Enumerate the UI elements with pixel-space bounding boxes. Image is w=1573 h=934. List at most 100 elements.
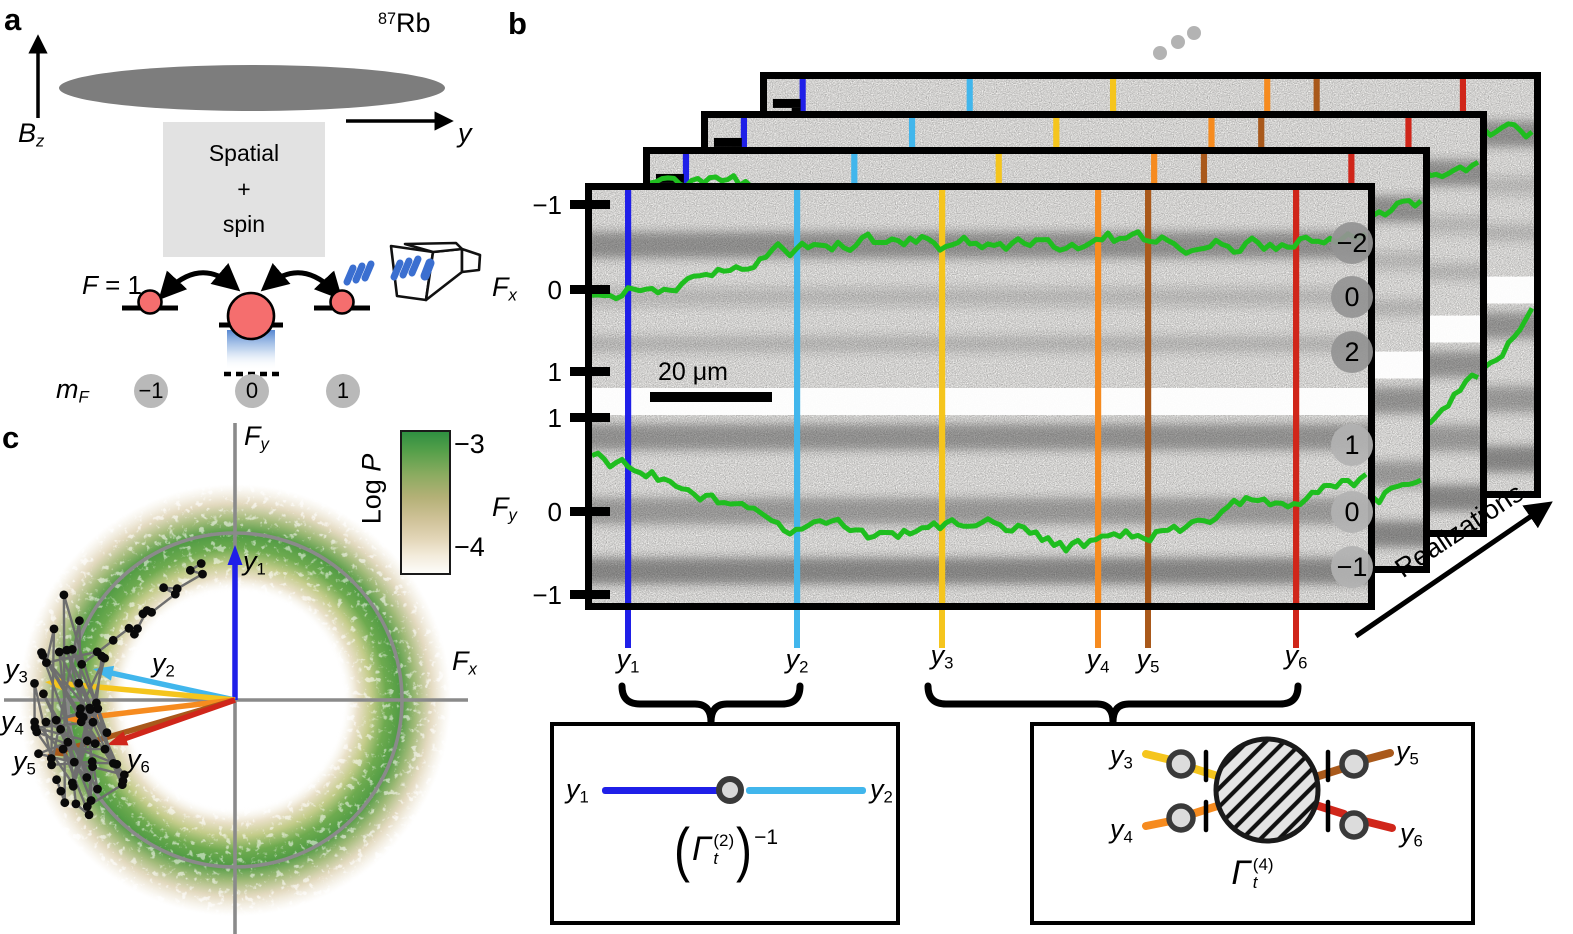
walk-point [37, 648, 46, 657]
colorbar-tick-label-bottom: −4 [454, 532, 485, 562]
spin-profile-trace [592, 450, 1368, 554]
brace-four-point [924, 682, 1302, 723]
walk-point [159, 583, 169, 593]
four-point-blob [1213, 736, 1321, 844]
walk-point [56, 724, 65, 734]
isotope-label: 87Rb [378, 8, 431, 39]
random-walk [30, 559, 207, 820]
mf-badge-plus1: 1 [326, 374, 360, 408]
walk-point [109, 759, 118, 768]
walk-point [54, 647, 64, 657]
ellipsis-dot [1153, 46, 1167, 60]
cut-line-y4 [1095, 190, 1102, 603]
four-point-label-y5: y5 [1396, 736, 1419, 769]
walk-point [88, 717, 98, 727]
walk-point [102, 728, 112, 737]
external-leg-vertex-y5 [1339, 749, 1369, 779]
readout-arrow-y4 [76, 697, 236, 722]
four-point-diagram [1142, 736, 1396, 844]
cut-label-y4: y4 [1086, 644, 1110, 677]
walk-point [142, 606, 152, 615]
walk-point [108, 635, 118, 645]
cut-line-y6 [1293, 190, 1300, 603]
four-point-formula: Γ (4) t [1231, 854, 1274, 892]
walk-point [82, 773, 92, 782]
fy-component-badge: 0 [1331, 491, 1373, 533]
fx-ticklabel: −1 [532, 190, 562, 220]
walk-point [85, 703, 94, 713]
walk-point [198, 569, 207, 579]
fy-ticklabel: −1 [532, 580, 562, 610]
y-axis-label: y [458, 118, 472, 148]
four-point-label-y4: y4 [1110, 814, 1133, 847]
walk-point [34, 749, 43, 759]
walk-point [51, 715, 61, 725]
colorbar [400, 430, 451, 575]
brace-two-point [618, 682, 804, 723]
readout-arrow-y6 [117, 697, 236, 744]
cut-line-y3 [939, 190, 946, 603]
walk-point [60, 798, 70, 808]
walk-point [46, 754, 56, 763]
four-point-label-y6: y6 [1400, 818, 1423, 851]
panel-a-label: a [4, 2, 22, 37]
mf-axis-label: mF [56, 374, 89, 407]
walk-point [62, 645, 72, 655]
four-point-box: y3 y4 y5 y6 Γ (4) t [1030, 722, 1475, 925]
spin-exchange-arrow-right [260, 263, 343, 301]
walk-point [52, 775, 61, 785]
c-label-y3: y3 [5, 654, 28, 687]
panel-c-plot [4, 423, 468, 934]
walk-point [75, 616, 84, 626]
cut-label-y5: y5 [1136, 644, 1160, 677]
walk-point [42, 658, 51, 667]
isotope-mass: 87 [378, 9, 397, 28]
walk-point [74, 678, 84, 688]
walk-point [93, 784, 102, 794]
cut-stub-y2 [794, 610, 800, 648]
scalebar-label: 20 μm [658, 358, 728, 386]
fy-component-badge: −1 [1331, 546, 1373, 588]
f-equals-1-label: F = 1 [82, 270, 142, 300]
fy-tick-1 [570, 413, 610, 422]
walk-point [71, 799, 81, 809]
walk-point [92, 698, 101, 708]
walk-point [77, 659, 87, 669]
c-fx-axis-label: Fx [452, 646, 477, 679]
four-point-label-y3: y3 [1110, 740, 1133, 773]
readout-arrowhead-y6 [107, 731, 129, 746]
walk-point [41, 717, 51, 727]
cut-label-y1: y1 [616, 644, 640, 677]
two-point-label-y1: y1 [566, 774, 589, 807]
c-label-y1: y1 [243, 546, 266, 579]
population-mf-plus1 [329, 289, 355, 315]
fy-axis-label: Fy [492, 492, 517, 525]
walk-point [39, 689, 48, 699]
walk-point [63, 737, 73, 747]
walk-point [58, 744, 68, 754]
fx-component-badge: −2 [1331, 222, 1373, 264]
spin-profile-trace [592, 229, 1368, 302]
walk-point [170, 589, 180, 599]
cut-stub-y6 [1293, 610, 1299, 648]
walk-point [92, 647, 102, 657]
two-point-label-y2: y2 [870, 774, 893, 807]
microwave-ribbon-icon [343, 255, 435, 286]
fy-tick-minus1 [570, 590, 610, 599]
two-point-leg-y2 [746, 787, 866, 794]
walk-point [30, 717, 39, 727]
cut-line-y5 [1145, 190, 1152, 603]
fx-ticklabel: 0 [547, 275, 562, 305]
mf-badge-minus1: −1 [134, 374, 168, 408]
readout-arrowhead-y1 [227, 545, 243, 565]
two-point-vertex [716, 776, 744, 804]
walk-point [56, 786, 66, 796]
fx-component-badge: 2 [1331, 331, 1373, 373]
walk-point [185, 565, 195, 575]
two-point-formula: ( Γ (2) t ) −1 [673, 816, 779, 883]
c-label-y6: y6 [127, 744, 150, 777]
c-fy-axis-label: Fy [244, 421, 269, 454]
walk-point [67, 778, 77, 788]
cut-stub-y4 [1095, 610, 1101, 648]
